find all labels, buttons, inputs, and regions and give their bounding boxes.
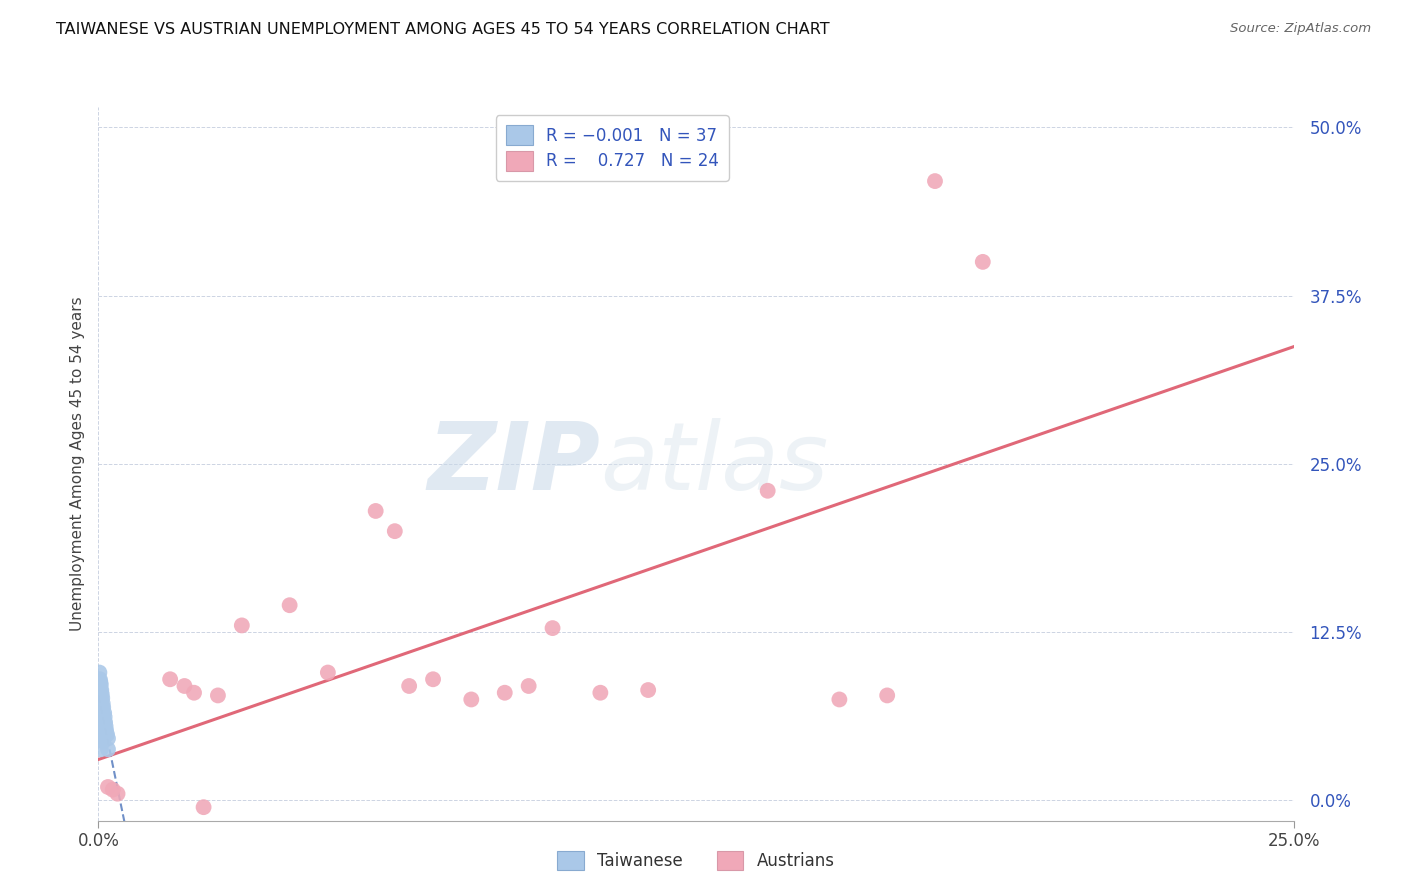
Point <box>91 726 114 740</box>
Point <box>93 710 115 724</box>
Point <box>89 710 111 724</box>
Point <box>90 695 112 709</box>
Point <box>384 524 406 538</box>
Point <box>278 598 301 612</box>
Point <box>494 686 516 700</box>
Point <box>89 723 111 738</box>
Point <box>94 723 117 738</box>
Point <box>91 700 114 714</box>
Point <box>89 689 111 703</box>
Point <box>97 742 120 756</box>
Point <box>91 718 114 732</box>
Text: atlas: atlas <box>600 418 828 509</box>
Point <box>94 715 117 730</box>
Point <box>90 683 112 698</box>
Point <box>97 780 120 794</box>
Point <box>589 686 612 700</box>
Point <box>90 742 112 756</box>
Point <box>159 673 181 687</box>
Point <box>541 621 564 635</box>
Point <box>93 723 115 738</box>
Point <box>637 683 659 698</box>
Point <box>90 729 112 743</box>
Point <box>91 734 114 748</box>
Text: ZIP: ZIP <box>427 417 600 510</box>
Point <box>364 504 387 518</box>
Point <box>183 686 205 700</box>
Legend: Taiwanese, Austrians: Taiwanese, Austrians <box>551 844 841 877</box>
Point <box>89 673 111 687</box>
Point <box>90 678 112 692</box>
Point <box>90 713 112 727</box>
Point <box>89 683 111 698</box>
Point <box>91 691 114 706</box>
Point <box>193 800 215 814</box>
Point <box>460 692 482 706</box>
Point <box>90 705 112 719</box>
Point <box>316 665 339 680</box>
Point <box>173 679 195 693</box>
Point <box>756 483 779 498</box>
Point <box>972 255 994 269</box>
Point <box>90 722 112 736</box>
Point <box>89 665 111 680</box>
Point <box>93 706 115 720</box>
Point <box>90 718 112 732</box>
Point <box>94 719 117 733</box>
Point <box>231 618 253 632</box>
Point <box>207 689 229 703</box>
Point <box>90 687 112 701</box>
Point <box>422 673 444 687</box>
Point <box>828 692 851 706</box>
Point <box>90 700 112 714</box>
Point <box>89 675 111 690</box>
Point <box>876 689 898 703</box>
Point <box>924 174 946 188</box>
Point <box>97 731 120 746</box>
Point <box>91 714 114 728</box>
Point <box>517 679 540 693</box>
Y-axis label: Unemployment Among Ages 45 to 54 years: Unemployment Among Ages 45 to 54 years <box>69 296 84 632</box>
Text: TAIWANESE VS AUSTRIAN UNEMPLOYMENT AMONG AGES 45 TO 54 YEARS CORRELATION CHART: TAIWANESE VS AUSTRIAN UNEMPLOYMENT AMONG… <box>56 22 830 37</box>
Point <box>96 727 118 741</box>
Text: Source: ZipAtlas.com: Source: ZipAtlas.com <box>1230 22 1371 36</box>
Point <box>91 708 114 723</box>
Point <box>89 692 111 706</box>
Point <box>398 679 420 693</box>
Point <box>101 782 124 797</box>
Point <box>107 787 129 801</box>
Point <box>91 697 114 711</box>
Point <box>89 706 111 720</box>
